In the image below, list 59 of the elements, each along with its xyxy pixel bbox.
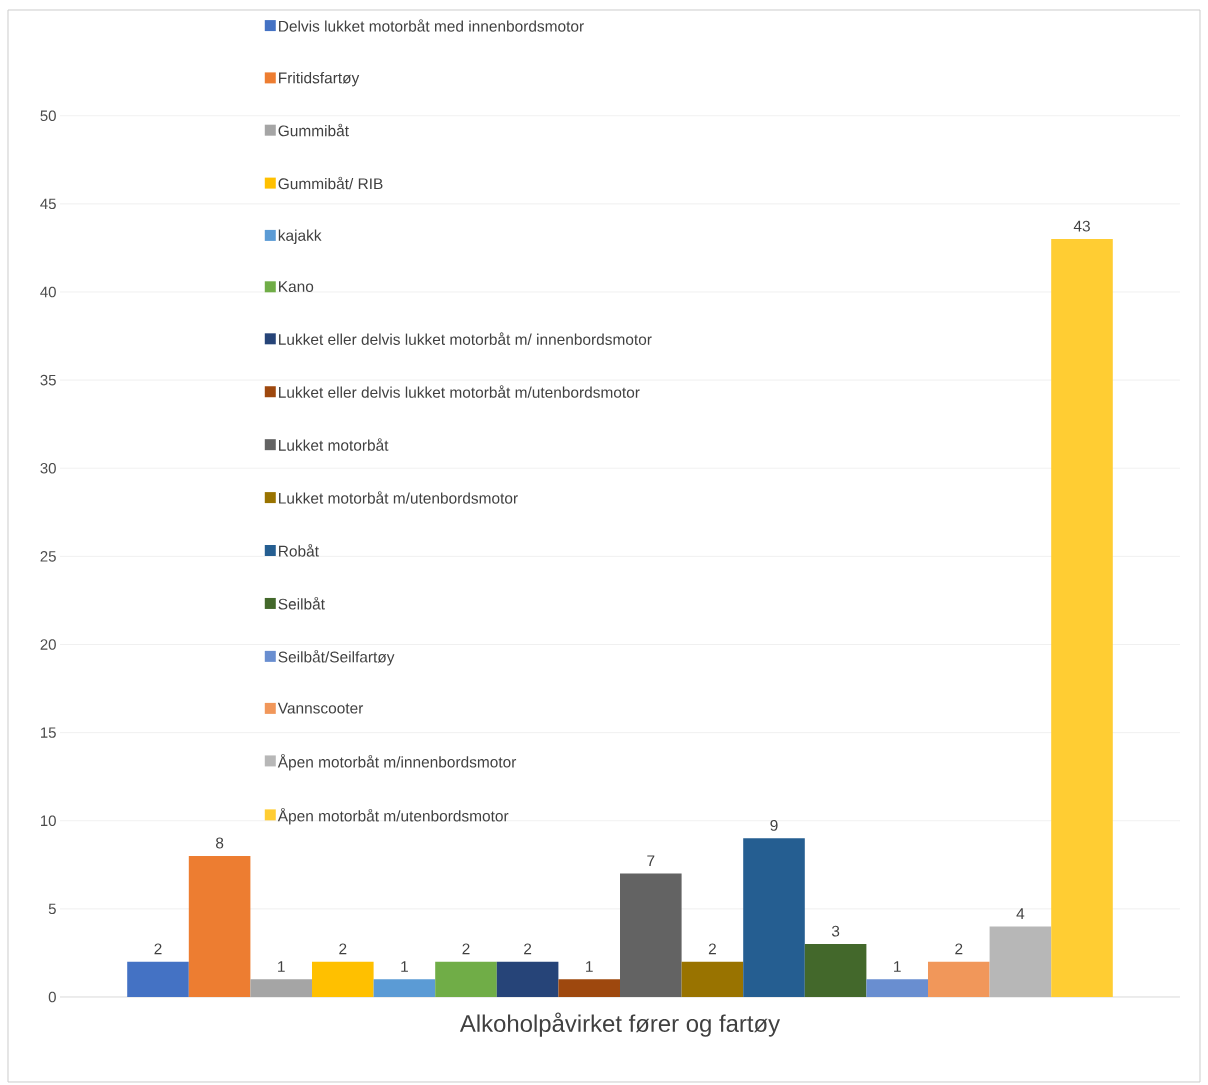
y-tick-label: 15 <box>41 727 56 738</box>
legend-label: Gummibåt/ RIB <box>278 176 383 190</box>
bar <box>496 961 559 997</box>
data-label: 2 <box>708 943 716 955</box>
legend-label: Åpen motorbåt m/utenbordsmotor <box>277 807 509 825</box>
data-label: 2 <box>154 943 162 955</box>
bar <box>373 979 436 997</box>
legend-label: Seilbåt/Seilfartøy <box>278 649 395 666</box>
bar <box>127 961 189 997</box>
y-tick-label: 45 <box>40 198 56 210</box>
bar <box>250 979 313 997</box>
legend-label: Lukket eller delvis lukket motorbåt m/ innenbordsmotor <box>279 332 652 345</box>
y-tick-label: 25 <box>40 551 56 562</box>
data-label: 3 <box>831 925 840 937</box>
data-label: 1 <box>894 961 901 972</box>
data-label: 2 <box>524 943 532 955</box>
y-tick-label: 35 <box>40 374 56 386</box>
y-tick-label: 0 <box>48 991 56 1003</box>
legend-label: Fritidsfartøy <box>279 72 360 87</box>
y-tick-label: 30 <box>40 462 56 474</box>
bar <box>188 855 251 997</box>
bar <box>866 979 928 997</box>
data-label: 1 <box>401 961 408 972</box>
data-label: 2 <box>955 943 963 955</box>
bar <box>558 979 620 997</box>
legend-label: Kano <box>279 281 314 293</box>
bar <box>1051 239 1113 997</box>
y-tick-label: 50 <box>40 110 56 122</box>
legend-label: Vannscooter <box>277 702 364 714</box>
bar <box>743 838 805 997</box>
y-tick-label: 20 <box>40 639 56 650</box>
legend-label: kajakk <box>278 229 322 244</box>
data-label: 2 <box>339 943 347 955</box>
legend-label: Lukket eller delvis lukket motorbåt m/utenbordsmotor <box>279 385 640 398</box>
data-label: 1 <box>278 961 285 972</box>
bar <box>681 961 744 997</box>
bar <box>312 961 374 997</box>
legend-label: Lukket motorbåt m/utenbordsmotor <box>279 491 518 504</box>
y-tick-label: 10 <box>41 815 56 827</box>
bar <box>804 944 867 997</box>
y-tick-label: 40 <box>40 286 56 298</box>
legend-label: Delvis lukket motorbåt med innenbordsmotor <box>279 19 584 32</box>
legend-label: Gummibåt <box>278 123 349 137</box>
bar <box>435 961 497 997</box>
x-tick-label: Alkoholpåvirket fører og fartøy <box>459 1012 781 1037</box>
legend-label: Seilbåt <box>278 596 325 610</box>
data-label: 43 <box>1073 220 1090 232</box>
legend-label: Lukket motorbåt <box>279 438 389 451</box>
data-label: 4 <box>1016 908 1025 919</box>
bar <box>928 961 990 997</box>
bar <box>620 873 682 997</box>
legend-label: Åpen motorbåt m/innenbordsmotor <box>277 753 517 771</box>
y-tick-label: 5 <box>48 903 56 915</box>
data-label: 8 <box>215 837 224 849</box>
data-label: 1 <box>586 961 593 972</box>
data-label: 2 <box>462 943 470 955</box>
data-label: 7 <box>647 855 655 867</box>
legend-label: Robåt <box>279 544 319 557</box>
data-label: 9 <box>770 819 778 831</box>
